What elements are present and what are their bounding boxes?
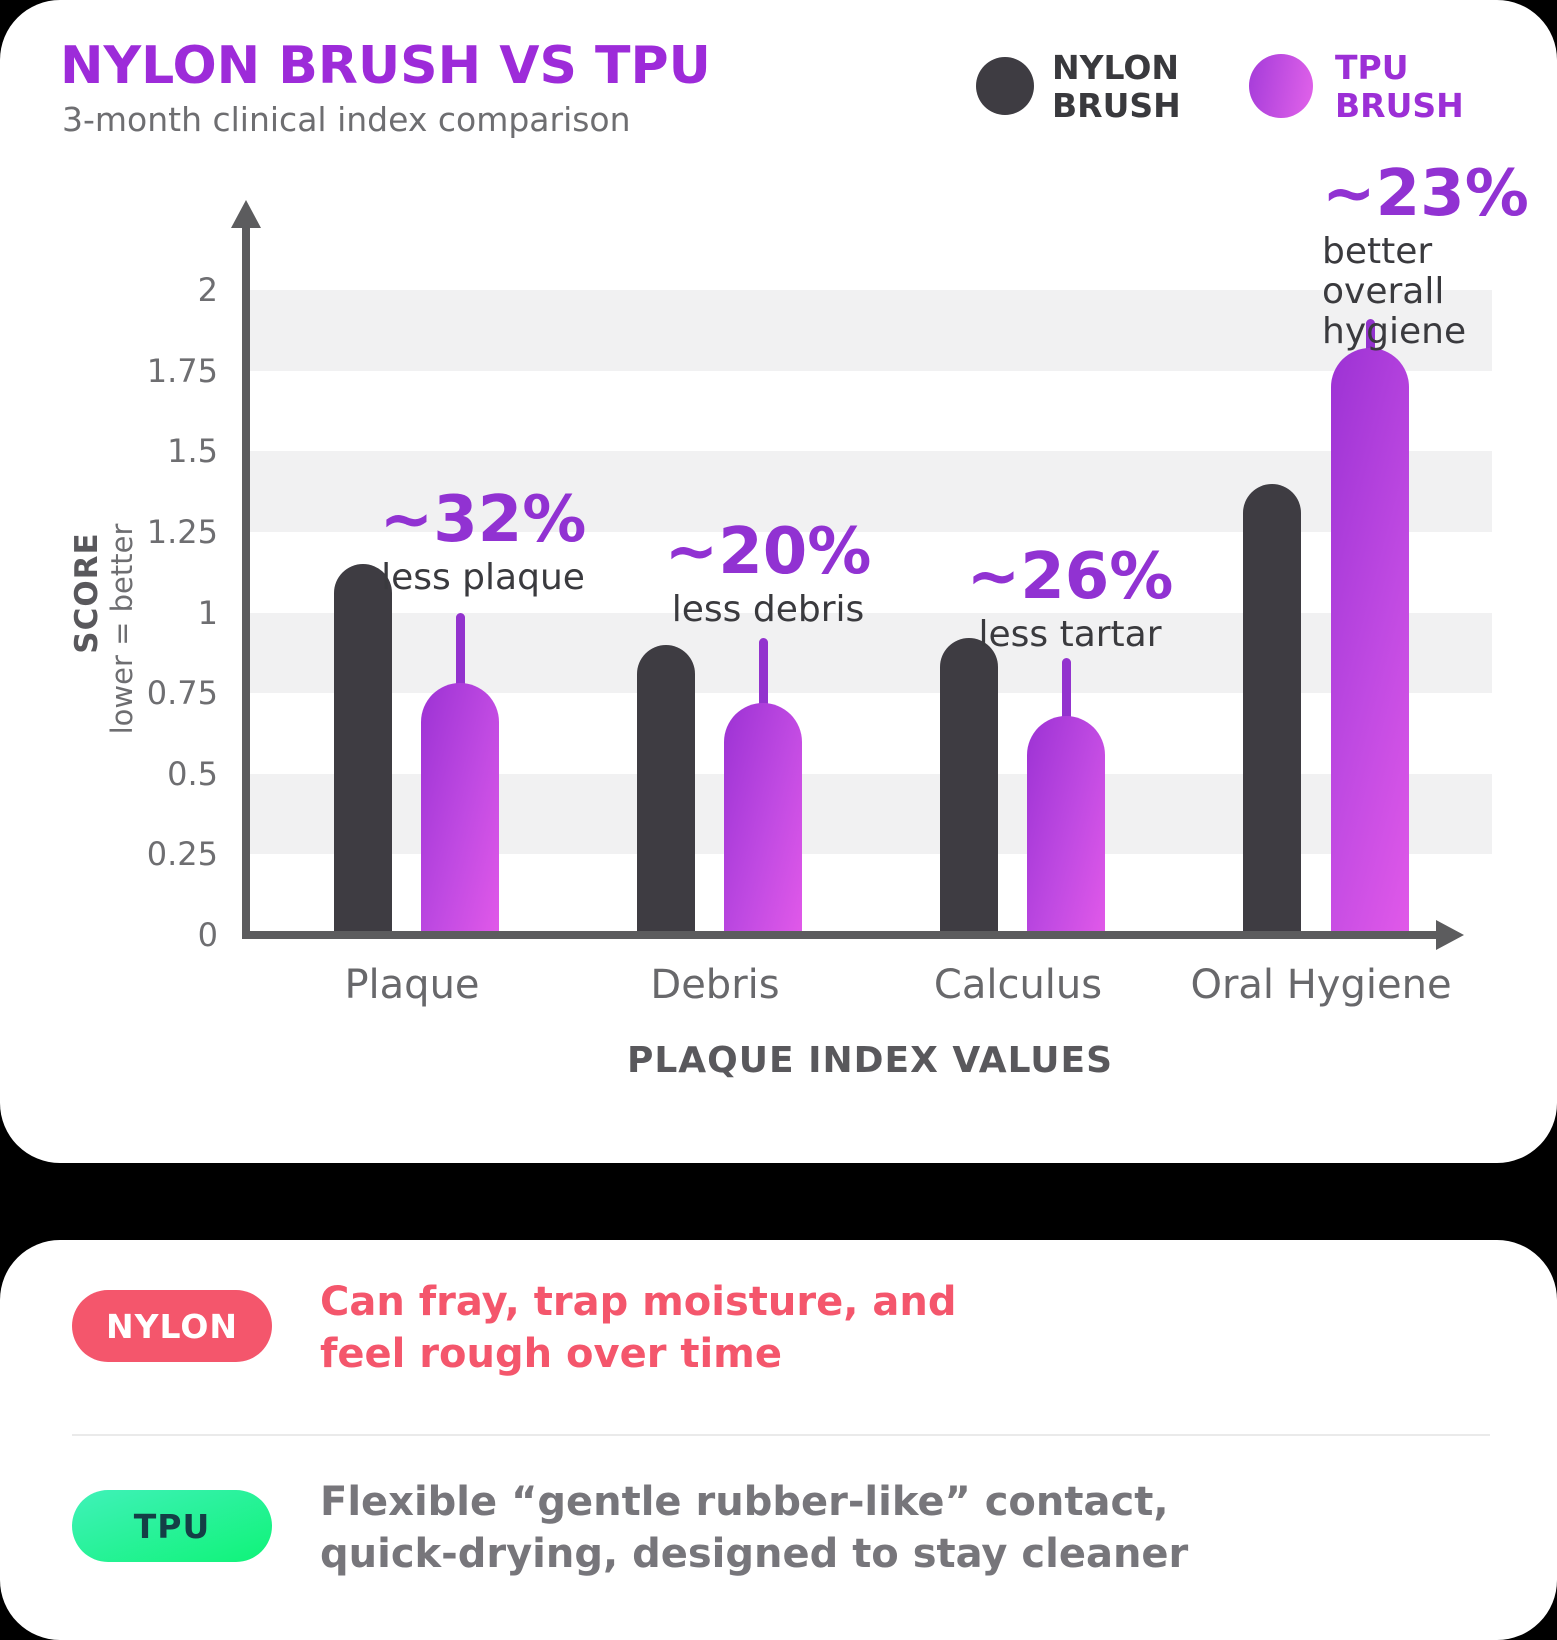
bar-tpu-whisker	[1061, 657, 1071, 746]
chart-card: NYLON BRUSH VS TPU 3-month clinical inde…	[0, 0, 1557, 1163]
plot-stripe	[250, 290, 1492, 371]
y-tick-label: 0.5	[167, 754, 218, 793]
legend-tpu-label: TPU BRUSH	[1335, 48, 1464, 125]
x-axis-arrow-icon	[1436, 920, 1464, 950]
y-axis-line	[242, 226, 250, 939]
category-label: Debris	[650, 962, 780, 1008]
annotation-percent: ~20%	[664, 515, 872, 589]
y-tick-label: 1.75	[146, 351, 218, 390]
bar-tpu-whisker	[455, 612, 465, 714]
bar-chart: SCORE lower = better PLAQUE INDEX VALUES…	[69, 162, 1557, 1081]
category-label: Plaque	[344, 962, 480, 1008]
category-label: Oral Hygiene	[1190, 962, 1452, 1008]
page-title: NYLON BRUSH VS TPU	[60, 36, 711, 96]
nylon-badge: NYLON	[72, 1290, 272, 1362]
annotation-percent: ~26%	[966, 540, 1174, 614]
annotation-label: less plaque	[381, 557, 585, 598]
callout-card: NYLON Can fray, trap moisture, and feel …	[0, 1240, 1557, 1640]
legend-tpu-dot-icon	[1249, 54, 1313, 118]
y-axis-arrow-icon	[231, 200, 261, 228]
nylon-callout-text: Can fray, trap moisture, and feel rough …	[320, 1279, 957, 1377]
tpu-callout-text: Flexible “gentle rubber-like” contact, q…	[320, 1479, 1189, 1577]
annotation-label: less tartar	[978, 614, 1162, 655]
y-axis-title: SCORE	[69, 532, 105, 654]
bar-tpu-calculus	[1027, 715, 1105, 935]
annotation: ~32% less plaque	[380, 488, 587, 598]
annotation: ~23% better overall hygiene	[1322, 162, 1557, 352]
annotation-label: less debris	[671, 589, 865, 630]
legend-nylon-label: NYLON BRUSH	[1052, 48, 1181, 125]
y-tick-label: 1	[197, 593, 218, 632]
annotation-percent: ~23%	[1322, 157, 1529, 231]
bar-nylon-debris	[637, 644, 695, 935]
tpu-badge: TPU	[72, 1490, 272, 1562]
callout-divider	[72, 1434, 1490, 1436]
bar-nylon-plaque	[334, 564, 392, 935]
annotation: ~20% less debris	[665, 520, 872, 630]
legend-nylon-dot-icon	[976, 57, 1034, 115]
annotation-label: better overall hygiene	[1322, 231, 1467, 352]
annotation: ~26% less tartar	[967, 545, 1174, 655]
y-tick-label: 1.25	[146, 512, 218, 551]
annotation-percent: ~32%	[379, 483, 587, 557]
page-subtitle: 3-month clinical index comparison	[62, 100, 631, 139]
y-tick-label: 0.25	[146, 835, 218, 874]
x-axis-title: PLAQUE INDEX VALUES	[626, 1040, 1114, 1081]
bar-nylon-oral-hygiene	[1243, 483, 1301, 935]
category-label: Calculus	[933, 962, 1103, 1008]
bar-tpu-debris	[724, 702, 802, 935]
y-tick-label: 0	[197, 916, 218, 954]
bar-tpu-plaque	[421, 683, 499, 935]
y-tick-label: 0.75	[146, 674, 218, 713]
x-axis-line	[242, 931, 1438, 939]
bar-tpu-whisker	[758, 638, 768, 733]
bar-tpu-oral-hygiene	[1331, 348, 1409, 935]
bar-nylon-calculus	[940, 638, 998, 935]
y-tick-label: 1.5	[167, 432, 218, 471]
y-tick-label: 2	[197, 271, 218, 309]
